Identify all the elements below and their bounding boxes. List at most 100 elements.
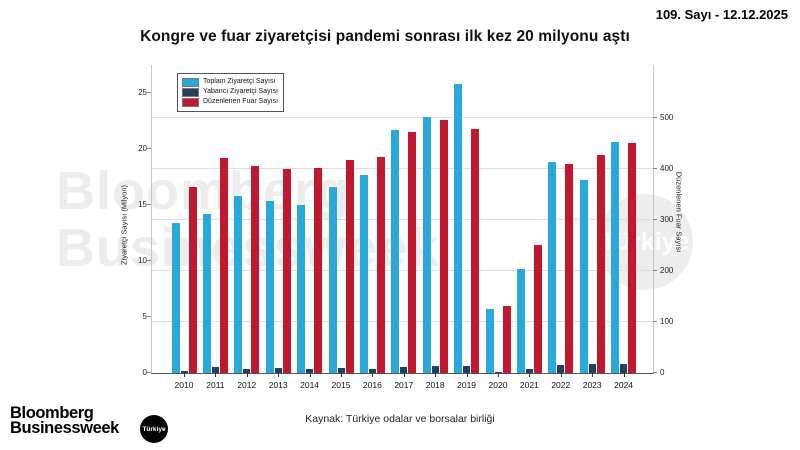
x-label-2013: 2013 [268,380,288,390]
x-label-2014: 2014 [300,380,320,390]
bar-toplam-2018 [422,116,431,373]
bar-fuar-2015 [345,160,354,373]
x-tick-2020 [498,373,499,377]
bar-yabanci-2017 [400,366,408,373]
bar-toplam-2021 [516,268,525,373]
x-label-2016: 2016 [362,380,382,390]
left-tick-10: 10 [138,256,147,265]
left-tick-dash-0 [147,372,151,373]
right-tick-dash-300 [653,219,657,221]
legend-swatch-toplam [182,78,199,87]
legend-item-yabanci: Yabancı Ziyaretçi Sayısı [182,88,278,97]
logo-line1: Bloomberg [10,404,94,422]
right-tick-100: 100 [660,317,674,327]
x-tick-2021 [529,373,531,377]
x-tick-2015 [341,373,342,377]
x-tick-2024 [623,373,625,377]
x-label-2010: 2010 [174,380,194,390]
gridline-300 [152,219,653,221]
right-tick-200: 200 [660,266,674,276]
logo-badge-label: Türkiye [142,425,166,433]
left-tick-dash-20 [147,148,151,149]
x-label-2024: 2024 [614,380,634,390]
bar-fuar-2019 [471,129,480,373]
bar-fuar-2017 [408,132,417,373]
bar-toplam-2019 [454,84,463,373]
left-tick-20: 20 [138,144,147,153]
bar-yabanci-2013 [274,367,282,373]
x-tick-2012 [246,373,248,377]
x-label-2020: 2020 [488,380,508,390]
x-tick-2014 [309,373,311,377]
x-tick-2016 [372,373,374,377]
bar-yabanci-2015 [337,367,345,373]
bar-fuar-2020 [502,305,511,373]
source-caption: Kaynak: Türkiye odalar ve borsalar birli… [305,413,495,425]
left-tick-5: 5 [142,312,147,321]
right-tick-dash-0 [653,372,657,373]
right-tick-dash-500 [653,117,657,119]
bar-toplam-2017 [391,129,400,373]
x-label-2021: 2021 [519,380,539,390]
watermark-line2: Businessweek [56,218,441,279]
bar-toplam-2015 [328,187,337,373]
x-tick-2017 [403,373,405,377]
plot-area: 0 5 10 15 20 25 0 100 200 300 400 500 2010 2011 2012 20… [138,65,673,390]
bar-yabanci-2011 [211,366,219,373]
left-tick-0: 0 [142,368,147,377]
issue-label: 109. Sayı - 12.12.2025 [655,7,788,22]
bar-toplam-2013 [265,200,274,373]
right-tick-400: 400 [660,164,674,174]
gridline-400 [152,168,653,170]
bar-fuar-2012 [251,166,260,373]
x-label-2022: 2022 [551,380,571,390]
bar-toplam-2011 [202,213,211,373]
bar-toplam-2016 [359,174,368,373]
chart-title: Kongre ve fuar ziyaretçisi pandemi sonra… [140,28,630,45]
x-label-2023: 2023 [582,380,602,390]
right-tick-dash-400 [653,168,657,170]
left-tick-dash-10 [147,260,151,261]
x-label-2011: 2011 [206,380,225,390]
left-tick-25: 25 [138,88,147,97]
legend: Toplam Ziyaretçi Sayısı Yabancı Ziyaretç… [177,73,285,112]
bar-yabanci-2012 [243,368,251,373]
x-tick-2010 [184,373,185,377]
bar-fuar-2011 [219,157,228,373]
bar-fuar-2016 [376,157,385,373]
bar-fuar-2023 [596,154,605,373]
right-tick-0: 0 [660,368,665,377]
bar-toplam-2012 [234,196,243,373]
bar-fuar-2018 [439,119,448,373]
bar-fuar-2021 [533,244,542,373]
bar-yabanci-2010 [180,370,188,373]
legend-label-fuar: Düzenlenen Fuar Sayısı [203,98,279,106]
x-label-2019: 2019 [457,380,477,390]
logo-turkiye-badge: Türkiye [140,415,168,443]
legend-swatch-yabanci [182,88,199,97]
x-label-2017: 2017 [394,380,414,390]
watermark-bloomberg-businessweek: Bloomberg Businessweek [56,162,441,279]
bar-fuar-2010 [188,186,197,373]
x-tick-2022 [560,373,562,377]
bar-yabanci-2016 [368,368,376,373]
left-tick-dash-25 [147,92,151,93]
right-tick-500: 500 [660,113,674,123]
bar-toplam-2022 [548,162,557,373]
bar-yabanci-2020 [494,371,502,373]
bar-yabanci-2019 [463,365,471,373]
bar-toplam-2014 [297,205,306,373]
left-tick-dash-15 [147,204,151,205]
bar-fuar-2024 [628,142,637,373]
left-axis-label: Ziyaretçi Sayısı (Milyon) [119,184,129,266]
right-tick-dash-100 [653,321,657,323]
bar-fuar-2013 [282,168,291,373]
logo-line2: Businessweek [10,419,119,438]
bar-toplam-2010 [171,222,180,373]
bar-fuar-2014 [314,167,323,373]
x-tick-2013 [278,373,280,377]
gridline-200 [152,270,653,272]
bar-toplam-2023 [579,180,588,373]
x-label-2012: 2012 [237,380,257,390]
right-tick-dash-200 [653,270,657,272]
